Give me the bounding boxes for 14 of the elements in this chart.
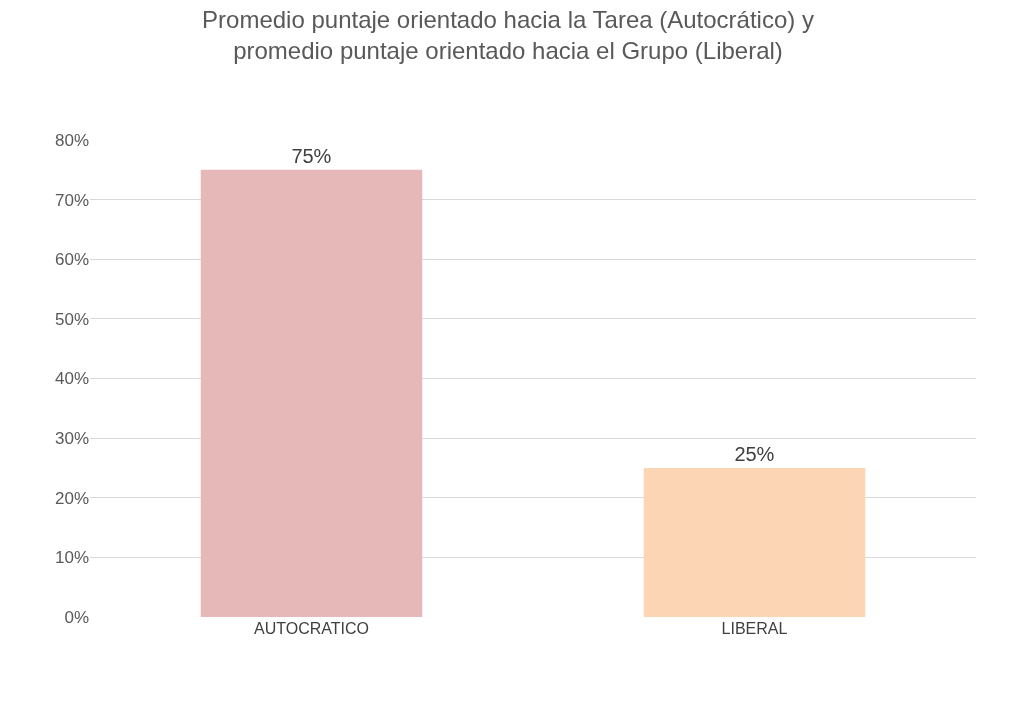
data-label: 75% (291, 144, 332, 167)
y-tick-label: 50% (54, 309, 89, 329)
data-label: 25% (734, 442, 775, 465)
y-tick-label: 40% (54, 369, 89, 389)
y-tick-label: 30% (54, 429, 89, 449)
y-tick-label: 20% (54, 488, 89, 508)
y-tick-label: 80% (54, 130, 89, 150)
chart-title: Promedio puntaje orientado hacia la Tarea (Autocrático) y promedio puntaje orientado hacia el Grupo (Liberal) (202, 6, 814, 65)
x-tick-label: LIBERAL (721, 620, 788, 637)
y-tick-label: 0% (64, 607, 89, 627)
y-tick-label: 70% (54, 190, 89, 210)
y-tick-label: 10% (54, 548, 89, 568)
x-tick-label: AUTOCRATICO (254, 620, 369, 637)
y-tick-label: 60% (54, 250, 89, 270)
